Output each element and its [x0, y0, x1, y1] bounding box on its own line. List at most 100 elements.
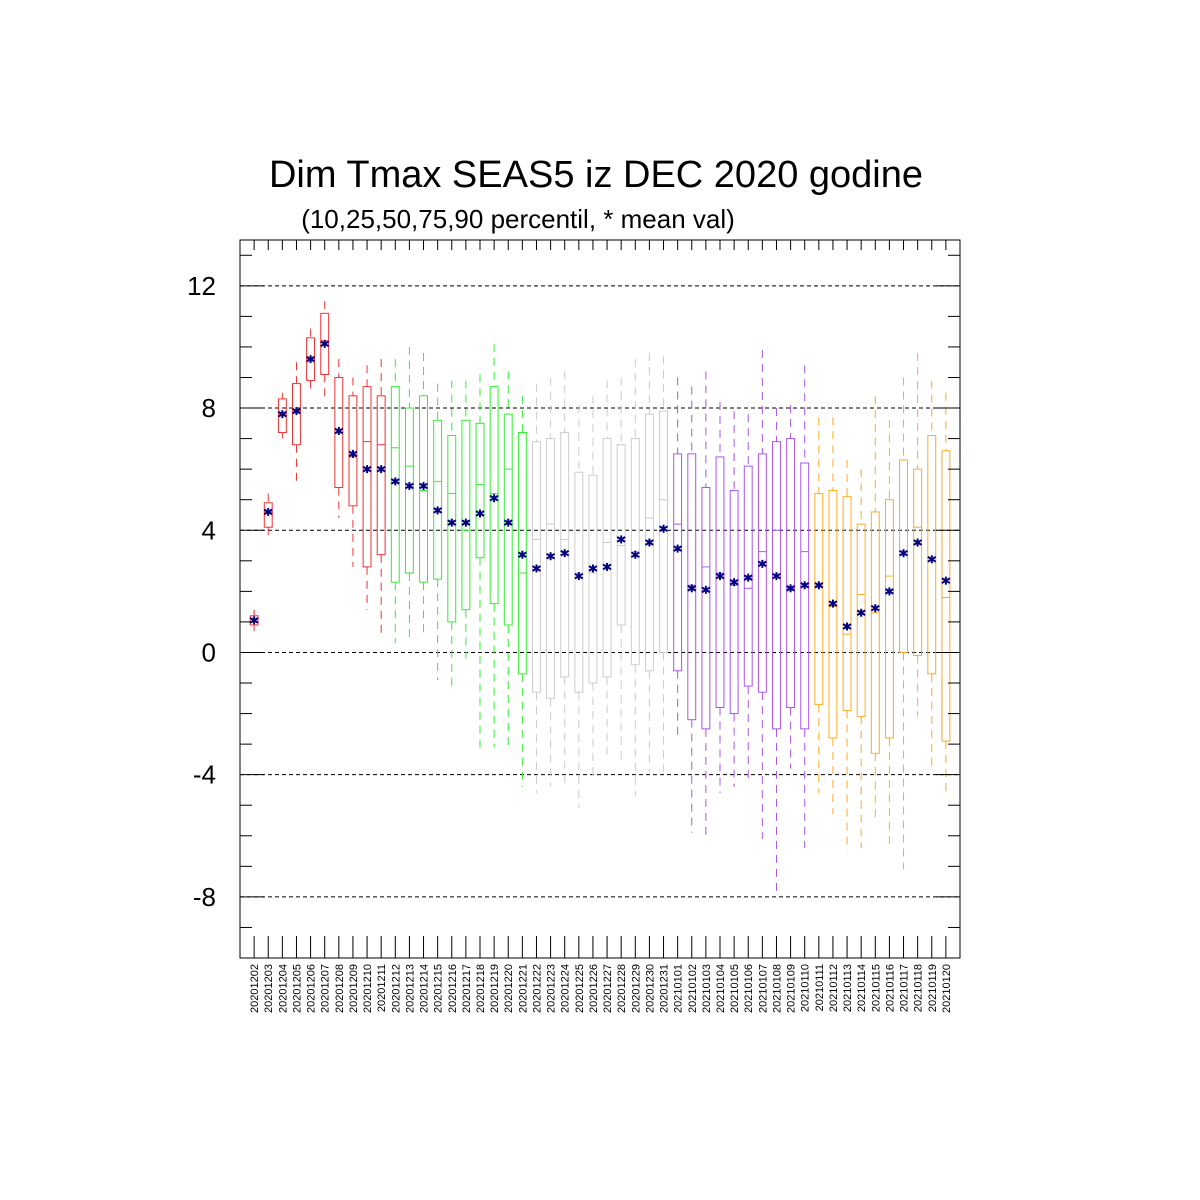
mean-marker — [814, 581, 824, 590]
x-tick-label: 20201230 — [644, 964, 656, 1013]
x-tick-label: 20210117 — [899, 964, 911, 1012]
x-tick-label: 20201202 — [249, 964, 261, 1013]
box-20210105 — [729, 490, 739, 715]
box-20210110 — [800, 462, 810, 730]
x-tick-label: 20210110 — [800, 964, 812, 1012]
y-tick-label: -4 — [193, 760, 216, 790]
x-tick-label: 20210108 — [771, 964, 783, 1013]
box-20201231 — [659, 410, 668, 653]
box-20201213 — [404, 407, 414, 574]
x-tick-label: 20201227 — [602, 964, 614, 1013]
chart-title: Dim Tmax SEAS5 iz DEC 2020 godine — [269, 154, 923, 196]
box-20201205 — [292, 383, 301, 446]
mean-marker — [334, 426, 344, 435]
mean-marker — [673, 544, 683, 553]
mean-marker — [644, 538, 654, 547]
mean-marker — [659, 524, 669, 533]
box-20201214 — [419, 395, 428, 583]
box-20201225 — [574, 471, 584, 693]
mean-markers — [249, 339, 951, 631]
mean-marker — [913, 538, 923, 547]
mean-marker — [884, 587, 894, 596]
mean-marker — [263, 507, 273, 516]
x-tick-label: 20210116 — [884, 964, 896, 1012]
x-tick-label: 20210120 — [941, 964, 953, 1013]
x-tick-label: 20210114 — [856, 964, 868, 1012]
x-tick-label: 20210111 — [814, 964, 826, 1011]
x-tick-label: 20201219 — [489, 964, 501, 1013]
mean-marker — [687, 584, 697, 593]
x-tick-label: 20210112 — [828, 964, 840, 1012]
box-20210111 — [814, 493, 824, 705]
mean-marker — [489, 494, 499, 503]
box-20210101 — [673, 453, 683, 672]
box-20201220 — [503, 413, 513, 626]
mean-marker — [856, 608, 866, 617]
grid-lines — [240, 285, 960, 898]
mean-marker — [757, 559, 767, 568]
box-20201209 — [348, 395, 358, 507]
y-tick-label: 4 — [202, 515, 216, 545]
x-tick-label: 20201216 — [447, 964, 459, 1013]
x-tick-label: 20201206 — [306, 964, 318, 1013]
box-20201212 — [390, 386, 400, 583]
mean-marker — [715, 572, 725, 581]
box-20210114 — [856, 523, 866, 718]
x-tick-label: 20201228 — [616, 964, 628, 1013]
box-20201207 — [320, 312, 330, 375]
box-20201223 — [546, 438, 556, 699]
x-tick-label: 20210104 — [715, 964, 727, 1013]
x-tick-label: 20210107 — [757, 964, 769, 1013]
mean-marker — [306, 355, 316, 364]
x-tick-label: 20201207 — [320, 964, 332, 1013]
plot-frame — [239, 239, 961, 959]
box-20210116 — [884, 499, 894, 739]
box-20210108 — [772, 441, 781, 730]
x-tick-label: 20210105 — [729, 964, 741, 1013]
mean-marker — [800, 581, 810, 590]
box-20201210 — [362, 386, 372, 568]
box-20201202 — [249, 615, 259, 626]
mean-marker — [927, 555, 937, 564]
x-axis: 20201202 20201203 20201204 20201205 20201206… — [249, 240, 953, 1013]
box-20201228 — [616, 444, 626, 626]
mean-marker — [277, 410, 287, 419]
box-20210113 — [842, 496, 852, 712]
box-20210119 — [927, 435, 937, 675]
x-tick-label: 20210113 — [842, 964, 854, 1012]
mean-marker — [786, 584, 796, 593]
x-tick-label: 20201208 — [334, 964, 346, 1013]
mean-marker — [390, 477, 400, 486]
x-tick-label: 20201210 — [362, 964, 374, 1013]
mean-marker — [870, 604, 880, 613]
mean-marker — [404, 481, 414, 490]
mean-marker — [743, 573, 753, 582]
box-20210115 — [870, 511, 880, 754]
mean-marker — [574, 572, 584, 581]
x-tick-label: 20201222 — [531, 964, 543, 1013]
mean-marker — [701, 585, 711, 594]
y-tick-label: 8 — [202, 393, 216, 423]
box-20210118 — [913, 468, 923, 657]
mean-marker — [899, 549, 909, 558]
x-tick-label: 20201218 — [475, 964, 487, 1013]
x-tick-label: 20210115 — [870, 964, 882, 1012]
box-20210117 — [899, 459, 908, 653]
box-20210112 — [828, 490, 838, 739]
x-tick-label: 20201211 — [376, 964, 388, 1012]
mean-marker — [461, 518, 471, 527]
chart-subtitle: (10,25,50,75,90 percentil, * mean val) — [301, 204, 735, 234]
mean-marker — [419, 481, 429, 490]
mean-marker — [475, 509, 485, 518]
mean-marker — [630, 550, 640, 559]
x-tick-label: 20201213 — [404, 964, 416, 1013]
x-tick-label: 20210101 — [673, 964, 685, 1013]
x-tick-label: 20210106 — [743, 964, 755, 1013]
x-tick-label: 20201223 — [546, 964, 558, 1013]
x-tick-label: 20210103 — [701, 964, 713, 1013]
mean-marker — [362, 465, 372, 474]
mean-marker — [842, 622, 852, 631]
box-20201226 — [588, 474, 598, 684]
mean-marker — [517, 550, 527, 559]
